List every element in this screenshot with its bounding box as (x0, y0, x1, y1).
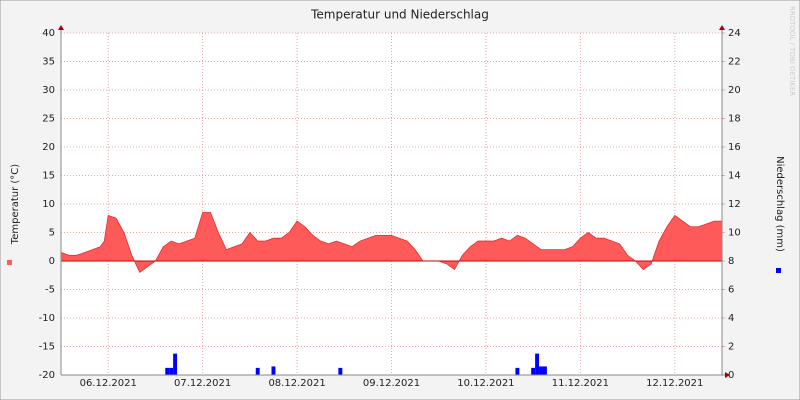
y2-tick-label: 0 (728, 370, 734, 381)
y-tick-label: 20 (42, 142, 55, 153)
y-tick-label: -20 (39, 370, 55, 381)
x-tick-label: 12.12.2021 (646, 378, 703, 389)
x-tick-label: 10.12.2021 (457, 378, 514, 389)
y2-tick-label: 6 (728, 285, 734, 296)
y-tick-label: 35 (42, 57, 55, 68)
y2-tick-label: 18 (728, 114, 741, 125)
y-tick-label: -5 (45, 285, 55, 296)
y-tick-label: 15 (42, 171, 55, 182)
precipitation-bar (535, 353, 540, 375)
temperature-area (60, 212, 723, 274)
x-tick-label: 06.12.2021 (80, 378, 137, 389)
precipitation-bar (338, 367, 343, 375)
y2-tick-label: 14 (728, 171, 741, 182)
y2-tick-label: 12 (728, 199, 741, 210)
precipitation-bar (169, 367, 174, 375)
y2-axis-label: Niederschlag (mm) (774, 156, 785, 252)
x-tick-label: 08.12.2021 (268, 378, 325, 389)
x-tick-label: 11.12.2021 (552, 378, 609, 389)
y2-tick-label: 2 (728, 342, 734, 353)
y2-tick-label: 24 (728, 28, 741, 39)
precipitation-bar (173, 353, 178, 375)
precipitation-bar (271, 366, 276, 375)
precipitation-bar (531, 367, 536, 375)
y-tick-label: 25 (42, 114, 55, 125)
y-tick-label: 30 (42, 85, 55, 96)
precipitation-bar (515, 367, 520, 375)
chart-title: Temperatur und Niederschlag (310, 8, 489, 22)
y2-tick-label: 16 (728, 142, 741, 153)
y-axis-label: Temperatur (°C) (10, 164, 21, 245)
precipitation-bar (539, 366, 543, 375)
axis-arrow (58, 25, 64, 30)
y2-tick-label: 10 (728, 228, 741, 239)
y2-tick-label: 4 (728, 313, 734, 324)
axis-arrow (725, 372, 730, 378)
y-tick-label: -15 (39, 342, 55, 353)
precipitation-bar (255, 367, 260, 375)
y-tick-label: 10 (42, 199, 55, 210)
legend-swatch (7, 260, 12, 265)
y-tick-label: 5 (49, 228, 55, 239)
y2-tick-label: 8 (728, 256, 734, 267)
y-tick-label: -10 (39, 313, 55, 324)
precipitation-bar (542, 366, 547, 375)
y-tick-label: 0 (49, 256, 55, 267)
precipitation-bar (165, 367, 170, 375)
y-tick-label: 40 (42, 28, 55, 39)
axis-arrow (719, 25, 725, 30)
x-tick-label: 07.12.2021 (174, 378, 231, 389)
y2-tick-label: 22 (728, 57, 741, 68)
x-tick-label: 09.12.2021 (363, 378, 420, 389)
watermark: RRDTOOL / TOBI OETIKER (788, 6, 796, 96)
y2-tick-label: 20 (728, 85, 741, 96)
legend-swatch (776, 268, 781, 273)
